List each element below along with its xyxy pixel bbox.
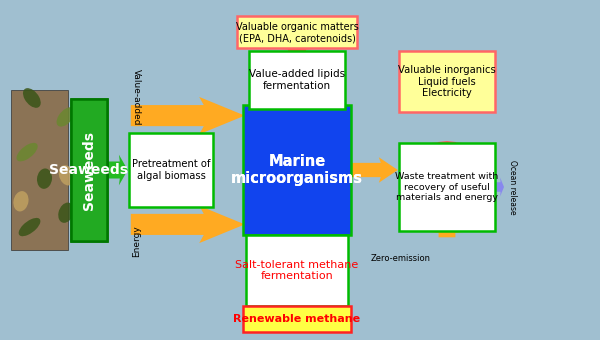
Ellipse shape <box>56 107 75 126</box>
FancyArrow shape <box>106 155 128 185</box>
Text: Salt-tolerant methane
fermentation: Salt-tolerant methane fermentation <box>235 259 359 281</box>
FancyBboxPatch shape <box>71 99 107 241</box>
FancyBboxPatch shape <box>400 143 494 231</box>
FancyArrow shape <box>131 97 245 134</box>
Ellipse shape <box>59 165 74 185</box>
FancyBboxPatch shape <box>71 99 107 241</box>
FancyArrow shape <box>131 206 245 243</box>
FancyArrow shape <box>494 177 504 197</box>
Text: Valuable organic matters
(EPA, DHA, carotenoids): Valuable organic matters (EPA, DHA, caro… <box>236 21 358 43</box>
FancyArrow shape <box>280 48 314 52</box>
Ellipse shape <box>17 143 38 161</box>
Text: Zero-emission: Zero-emission <box>371 254 431 263</box>
Text: Marine
microorganisms: Marine microorganisms <box>231 154 363 186</box>
Text: Value-added lipids
fermentation: Value-added lipids fermentation <box>249 69 345 91</box>
FancyBboxPatch shape <box>400 51 494 112</box>
Text: Waste treatment with
recovery of useful
materials and energy: Waste treatment with recovery of useful … <box>395 172 499 202</box>
Ellipse shape <box>19 218 40 236</box>
FancyBboxPatch shape <box>246 235 348 306</box>
FancyArrow shape <box>431 141 463 145</box>
Text: Value-added: Value-added <box>133 69 142 125</box>
FancyBboxPatch shape <box>244 105 350 235</box>
FancyArrow shape <box>280 103 314 105</box>
Text: Valuable inorganics
Liquid fuels
Electricity: Valuable inorganics Liquid fuels Electri… <box>398 65 496 98</box>
Text: Marine
microorganisms: Marine microorganisms <box>231 154 363 186</box>
FancyBboxPatch shape <box>238 16 357 48</box>
Text: Pretreatment of
algal biomass: Pretreatment of algal biomass <box>132 159 210 181</box>
Text: Ocean release: Ocean release <box>508 160 517 214</box>
Ellipse shape <box>58 203 74 223</box>
FancyBboxPatch shape <box>250 51 344 109</box>
FancyBboxPatch shape <box>130 133 212 207</box>
Text: Energy: Energy <box>133 225 142 257</box>
Text: Renewable methane: Renewable methane <box>233 314 361 324</box>
FancyArrow shape <box>431 230 463 237</box>
Text: Seaweeds: Seaweeds <box>49 163 128 177</box>
Ellipse shape <box>37 168 52 189</box>
Ellipse shape <box>23 88 41 108</box>
FancyArrow shape <box>280 235 314 237</box>
FancyArrow shape <box>280 307 314 308</box>
Text: Seaweeds: Seaweeds <box>82 131 96 209</box>
Ellipse shape <box>13 191 29 211</box>
FancyBboxPatch shape <box>244 306 350 332</box>
FancyBboxPatch shape <box>11 90 67 250</box>
FancyArrow shape <box>350 157 398 183</box>
